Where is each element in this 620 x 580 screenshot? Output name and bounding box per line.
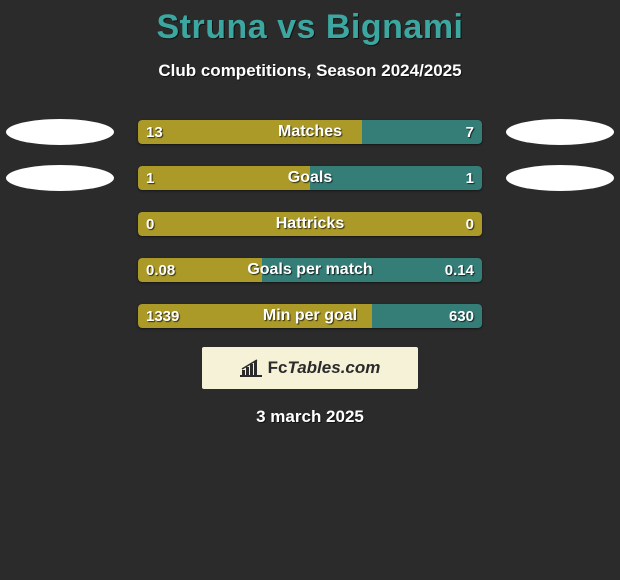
stat-bar: 00Hattricks [138,212,482,236]
stat-row: 137Matches [0,109,620,155]
stat-bar-left [138,304,372,328]
stat-bar-right [362,120,482,144]
stat-bar: 0.080.14Goals per match [138,258,482,282]
logo-box: FcTables.com [202,347,418,389]
stat-bar-left [138,258,262,282]
logo-text: FcTables.com [268,358,381,378]
stat-bar-right [262,258,482,282]
page-title: Struna vs Bignami [0,8,620,47]
stat-bar-left [138,120,362,144]
logo-suffix: Tables.com [287,358,380,377]
stat-row: 0.080.14Goals per match [0,247,620,293]
stat-row: 1339630Min per goal [0,293,620,339]
stat-row: 00Hattricks [0,201,620,247]
stat-bar-right [310,166,482,190]
player-right-marker [506,165,614,191]
subtitle: Club competitions, Season 2024/2025 [0,61,620,81]
stat-rows: 137Matches 11Goals 00Hattricks 0.080.14Goal… [0,109,620,339]
stat-bar-left [138,166,310,190]
logo-prefix: Fc [268,358,288,377]
player-right-marker [506,119,614,145]
stat-bar-left [138,212,482,236]
stat-bar: 1339630Min per goal [138,304,482,328]
stat-bar-right [372,304,482,328]
stat-bar: 137Matches [138,120,482,144]
player-left-marker [6,165,114,191]
infographic-container: Struna vs Bignami Club competitions, Sea… [0,0,620,427]
date-label: 3 march 2025 [0,407,620,427]
player-left-marker [6,119,114,145]
stat-row: 11Goals [0,155,620,201]
stat-bar: 11Goals [138,166,482,190]
bar-chart-icon [240,359,262,377]
